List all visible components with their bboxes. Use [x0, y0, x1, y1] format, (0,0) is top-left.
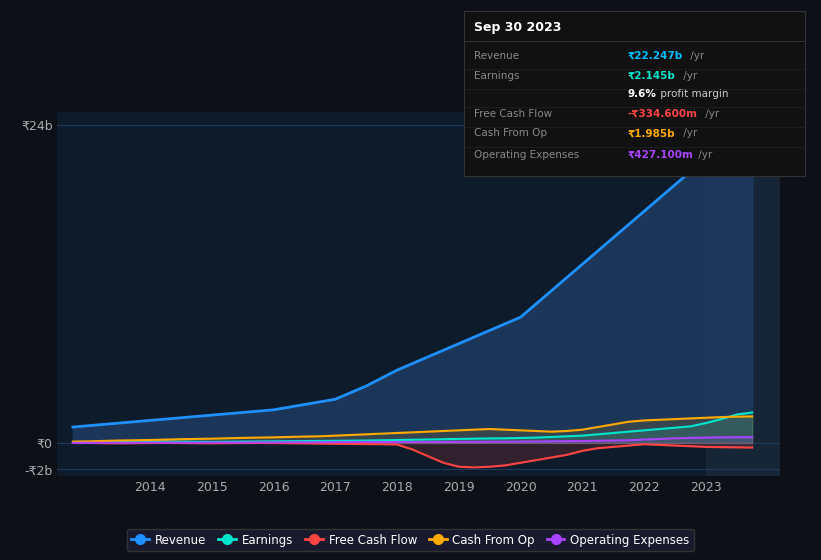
Text: /yr: /yr — [680, 128, 697, 138]
Text: 9.6%: 9.6% — [627, 89, 656, 99]
Text: ₹22.247b: ₹22.247b — [627, 51, 682, 61]
Bar — [706, 112, 780, 476]
Text: profit margin: profit margin — [658, 89, 729, 99]
Text: /yr: /yr — [680, 71, 697, 81]
Text: Cash From Op: Cash From Op — [474, 128, 547, 138]
Text: Earnings: Earnings — [474, 71, 520, 81]
Legend: Revenue, Earnings, Free Cash Flow, Cash From Op, Operating Expenses: Revenue, Earnings, Free Cash Flow, Cash … — [126, 529, 695, 551]
Text: -₹334.600m: -₹334.600m — [627, 109, 697, 119]
Text: ₹427.100m: ₹427.100m — [627, 150, 693, 160]
Text: ₹1.985b: ₹1.985b — [627, 128, 675, 138]
Text: Revenue: Revenue — [474, 51, 519, 61]
Text: Free Cash Flow: Free Cash Flow — [474, 109, 553, 119]
Text: /yr: /yr — [695, 150, 712, 160]
Text: ₹2.145b: ₹2.145b — [627, 71, 676, 81]
Text: Sep 30 2023: Sep 30 2023 — [474, 21, 562, 34]
Text: Operating Expenses: Operating Expenses — [474, 150, 580, 160]
Text: /yr: /yr — [687, 51, 704, 61]
Text: /yr: /yr — [702, 109, 720, 119]
